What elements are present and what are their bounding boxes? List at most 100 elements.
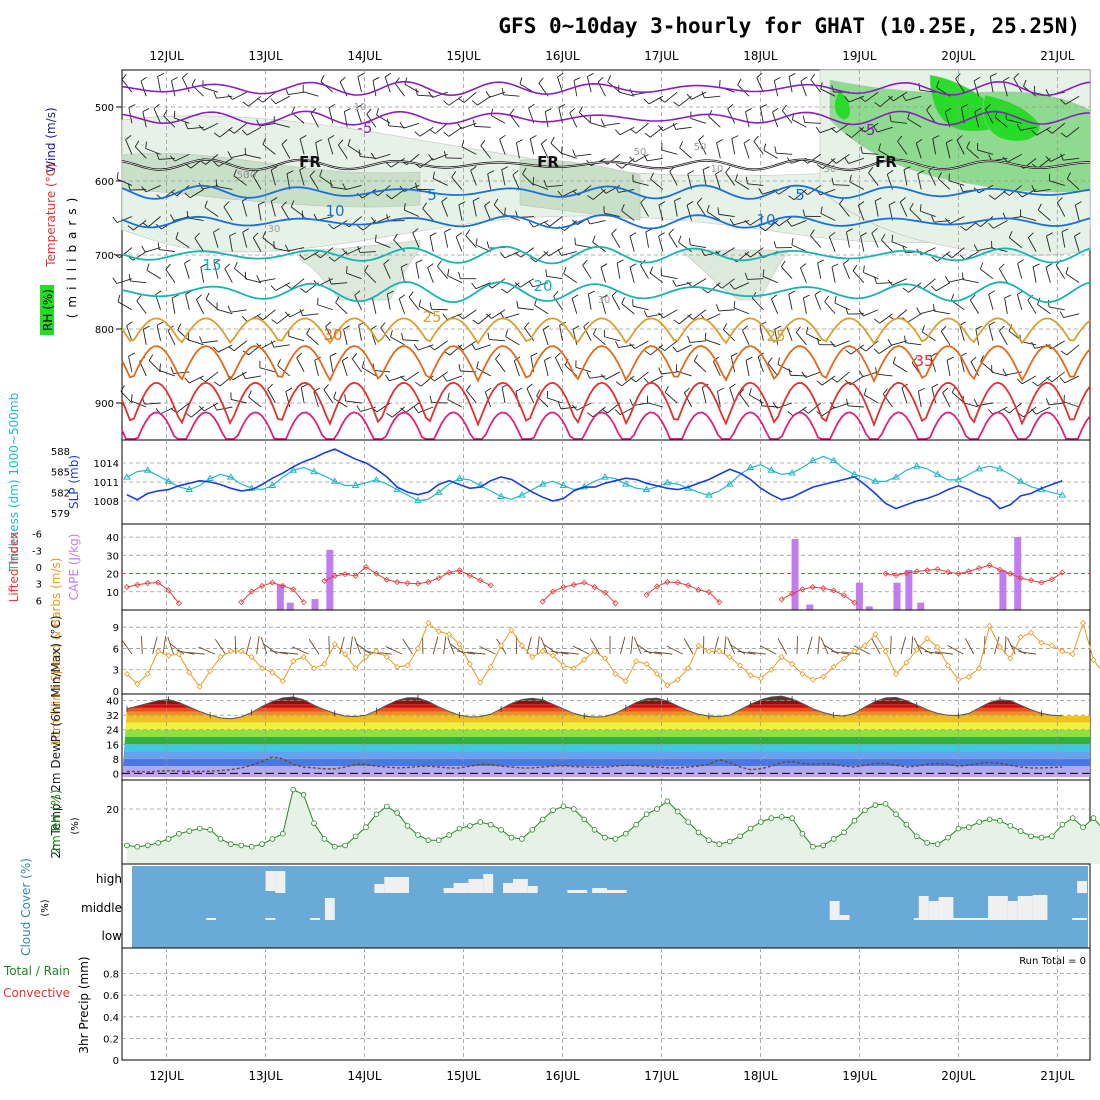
- wind-barb: [583, 326, 592, 342]
- wind-barb-flag: [708, 109, 713, 117]
- wind-speed-point: [290, 658, 297, 665]
- lifted-index-point: [446, 569, 453, 576]
- wind-barb: [230, 153, 247, 159]
- cloud-bars: [206, 871, 1088, 920]
- wind-barb-flag: [544, 356, 551, 361]
- wind-barb-flag: [1057, 197, 1063, 203]
- wind-speed-point: [705, 648, 713, 655]
- temp-band: [122, 737, 1090, 745]
- wind-barb: [134, 146, 147, 159]
- wind-barb: [246, 126, 262, 136]
- lifted-index-point: [809, 583, 816, 591]
- wind-barb: [718, 309, 735, 312]
- rh-label: RH (%): [41, 289, 55, 331]
- wind-barb: [371, 298, 377, 314]
- rh-point: [498, 826, 504, 833]
- wind-barb-flag: [961, 104, 969, 108]
- wind-barb-flag: [484, 201, 491, 207]
- wind-barb-flag: [600, 263, 608, 268]
- day-label: 21JUL: [1040, 49, 1075, 63]
- lifted-index-axis-label: Lifted Index: [7, 532, 21, 603]
- temperature-lines: [126, 694, 1063, 773]
- wind-barb-flag: [725, 166, 731, 173]
- wind-barb: [504, 251, 520, 259]
- wind-barb-flag: [873, 318, 880, 324]
- rh-tick: 20: [106, 805, 119, 816]
- wind-barb: [675, 126, 692, 130]
- wind-barb: [716, 142, 721, 159]
- wind-barb-flag: [306, 327, 311, 335]
- wind-barb-flag: [571, 294, 579, 299]
- wind-barb-flag: [285, 387, 293, 392]
- wind-barb-flag: [831, 263, 839, 268]
- wind-barb: [1065, 95, 1080, 105]
- lifted-index-point: [986, 562, 993, 569]
- rh-point: [1028, 833, 1034, 840]
- wind-barb-flag: [1017, 259, 1024, 264]
- wind-barb: [267, 388, 276, 404]
- wind-barb-flag: [328, 256, 335, 262]
- rh-point: [332, 843, 338, 850]
- rh-contour-label: 50: [694, 142, 707, 153]
- cloud-bar: [374, 884, 385, 893]
- wind-barb-flag: [973, 76, 981, 82]
- cloud-bar: [938, 897, 954, 920]
- isotherms: [121, 80, 1091, 440]
- wind-barb-flag: [903, 166, 911, 171]
- wind-barb: [461, 146, 477, 155]
- wind-barb: [1065, 273, 1080, 284]
- wind-barb: [465, 235, 477, 248]
- wind-barb-10m: [871, 638, 881, 655]
- wind-barb-flag: [979, 262, 984, 270]
- wind-speed-point: [1038, 639, 1045, 646]
- thickness-point: [517, 491, 526, 498]
- wind-barb-flag: [858, 201, 865, 206]
- wind-barb-flag: [170, 366, 174, 374]
- rh-point: [602, 834, 608, 841]
- wind-barb: [704, 95, 721, 99]
- isotherm-line-inner: [121, 159, 1091, 171]
- wind-barb: [664, 91, 678, 103]
- wind-barb: [230, 309, 247, 313]
- wind-barb: [897, 141, 908, 155]
- wind-barb-flag: [198, 405, 205, 412]
- wind-barb: [522, 173, 535, 186]
- wind-barb-flag: [325, 321, 332, 327]
- wind-barb: [704, 251, 721, 257]
- wind-barb-flag: [356, 405, 361, 412]
- wind-barb-flag: [333, 391, 337, 399]
- wind-barb-flag: [366, 108, 372, 115]
- wind-barb-flag: [499, 134, 506, 140]
- wind-barb-flag: [447, 392, 450, 400]
- wind-barb: [156, 325, 162, 341]
- isotherm-label: FR: [875, 153, 897, 171]
- day-label: 20JUL: [941, 1069, 976, 1083]
- wind-barb-flag: [441, 197, 448, 203]
- wind-barb: [259, 122, 276, 127]
- wind-barb-flag: [387, 118, 390, 126]
- wind-barb: [879, 313, 893, 324]
- lifted-index-point: [705, 589, 713, 596]
- wind-speed-point: [414, 645, 422, 652]
- wind-barb: [549, 216, 563, 227]
- wind-barb: [519, 278, 534, 288]
- wind-barb-flag: [1002, 368, 1007, 376]
- wind-barb: [1066, 126, 1080, 138]
- wind-barb: [1074, 204, 1080, 221]
- wind-barb-flag: [516, 300, 519, 308]
- wind-barb: [145, 185, 161, 193]
- lifted-index-point: [175, 600, 182, 607]
- wind-barb: [394, 83, 405, 97]
- wind-barb-10m: [817, 636, 820, 655]
- rh-shade-region: [679, 249, 791, 301]
- wind-barb-flag: [749, 388, 752, 396]
- wind-barb: [561, 152, 577, 159]
- wind-barb-flag: [643, 310, 648, 318]
- day-label: 13JUL: [248, 49, 283, 63]
- wind-barb-flag: [414, 131, 421, 137]
- rh-line: [124, 786, 1100, 864]
- wind-barb: [977, 149, 994, 155]
- thickness-point: [497, 492, 505, 500]
- cape-tick: 40: [106, 533, 119, 544]
